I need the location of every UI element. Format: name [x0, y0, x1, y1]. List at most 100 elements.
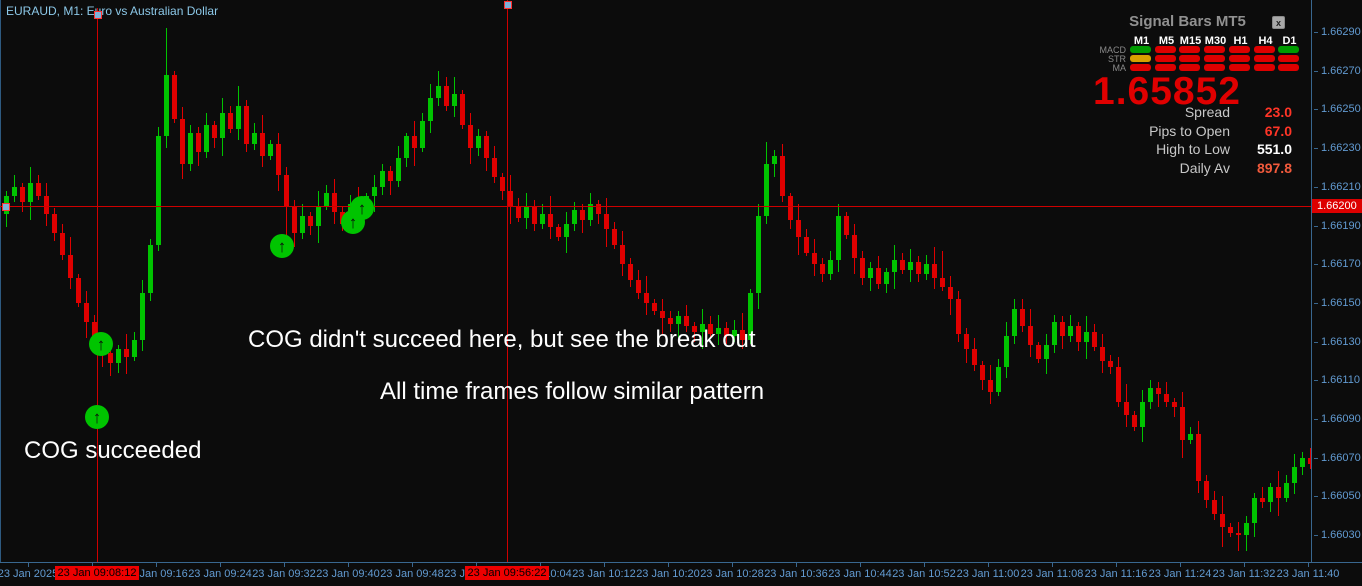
timeframe-header-d1: D1	[1282, 35, 1297, 47]
vertical-line-handle-1[interactable]	[94, 11, 102, 19]
annotation-cog-didnt-succeed[interactable]: COG didn't succeed here, but see the bre…	[248, 326, 756, 353]
time-axis-tick	[860, 563, 861, 567]
candle-wick	[1238, 522, 1239, 551]
horizontal-line-handle[interactable]	[2, 203, 10, 211]
time-axis-tick	[732, 563, 733, 567]
candle	[292, 206, 297, 233]
price-axis-tick	[1314, 535, 1318, 536]
candle	[524, 206, 529, 218]
candle	[1076, 326, 1081, 342]
price-axis-label: 1.66130	[1321, 336, 1361, 348]
candle	[1124, 402, 1129, 415]
candle	[748, 293, 753, 340]
signal-panel-close-icon[interactable]: x	[1272, 16, 1285, 29]
time-axis-label: 23 Jan 09:24	[188, 568, 252, 580]
candle	[644, 293, 649, 303]
candle	[692, 326, 697, 332]
time-axis-label: 23 Jan 2025	[0, 568, 59, 580]
price-axis[interactable]: 1.66290 1.66270 1.66250 1.66230 1.66210 1.661…	[1311, 0, 1362, 562]
candle	[628, 264, 633, 280]
candle	[1156, 388, 1161, 394]
price-axis-tick	[1314, 342, 1318, 343]
candle	[908, 262, 913, 270]
candle	[668, 318, 673, 324]
candle	[84, 303, 89, 322]
signal-bar-ma-h4	[1254, 64, 1275, 71]
signal-panel-title: Signal Bars MT5	[1129, 13, 1246, 30]
candle	[764, 164, 769, 216]
candle	[428, 98, 433, 121]
price-axis-label: 1.66110	[1321, 374, 1360, 386]
candle	[204, 125, 209, 152]
time-axis-tick	[220, 563, 221, 567]
signal-row-label-macd: MACD	[1099, 45, 1127, 55]
vertical-line-2[interactable]	[507, 0, 508, 562]
cog-buy-arrow-icon[interactable]: ↑	[85, 405, 109, 429]
candle	[1116, 367, 1121, 402]
signal-bar-ma-h1	[1229, 64, 1250, 71]
price-axis-label: 1.66230	[1321, 142, 1361, 154]
candle	[468, 125, 473, 148]
candle	[20, 187, 25, 202]
signal-bar-str-m15	[1179, 55, 1200, 62]
candle	[156, 136, 161, 245]
candle	[308, 216, 313, 226]
candle	[852, 235, 857, 258]
candle	[116, 349, 121, 363]
signal-bar-ma-m5	[1155, 64, 1176, 71]
price-axis-label: 1.66170	[1321, 258, 1361, 270]
candle	[964, 334, 969, 349]
vertical-line-handle-2[interactable]	[504, 1, 512, 9]
candle	[108, 353, 113, 363]
signal-bar-ma-m30	[1204, 64, 1225, 71]
timeframe-header-m30: M30	[1204, 35, 1227, 47]
candle	[1132, 415, 1137, 427]
candle	[1220, 514, 1225, 527]
candle	[868, 268, 873, 278]
candle	[596, 204, 601, 214]
horizontal-price-line[interactable]	[0, 206, 1311, 207]
candle	[1148, 388, 1153, 402]
candle	[788, 196, 793, 220]
candle	[436, 86, 441, 98]
signal-bar-macd-m1	[1130, 46, 1151, 53]
time-axis-tick	[284, 563, 285, 567]
timeframe-header-m5: M5	[1158, 35, 1175, 47]
annotation-all-timeframes[interactable]: All time frames follow similar pattern	[380, 378, 765, 405]
vertical-line-1[interactable]	[97, 8, 98, 562]
candle	[276, 144, 281, 175]
candle	[1188, 434, 1193, 440]
price-axis-tick	[1314, 264, 1318, 265]
time-axis-label: 23 Jan 10:20	[636, 568, 700, 580]
signal-row-label-ma: MA	[1112, 63, 1127, 73]
candle	[884, 272, 889, 284]
cog-buy-arrow-icon[interactable]: ↑	[270, 234, 294, 258]
candle	[772, 156, 777, 164]
stat-label: High to Low	[1156, 141, 1230, 157]
signal-bar-macd-m15	[1179, 46, 1200, 53]
cog-buy-arrow-icon[interactable]: ↑	[350, 196, 374, 220]
stat-label: Spread	[1184, 104, 1230, 120]
candle-wick	[1158, 382, 1159, 407]
candle	[580, 210, 585, 220]
candle	[284, 175, 289, 206]
time-axis-label: 23 Jan 11:00	[956, 568, 1020, 580]
annotation-cog-succeeded[interactable]: COG succeeded	[24, 437, 202, 464]
candle	[636, 280, 641, 293]
candle	[1300, 458, 1305, 467]
price-axis-tick	[1314, 109, 1318, 110]
crosshair-time-label-2: 23 Jan 09:56:22	[465, 566, 549, 580]
signal-bar-str-m5	[1155, 55, 1176, 62]
candle	[844, 216, 849, 235]
candle	[396, 158, 401, 181]
current-price-label: 1.66200	[1312, 199, 1362, 213]
candle	[1068, 326, 1073, 336]
time-axis-tick	[28, 563, 29, 567]
time-axis-label: 23 Jan 11:24	[1148, 568, 1212, 580]
cog-buy-arrow-icon[interactable]: ↑	[89, 332, 113, 356]
candle	[1204, 481, 1209, 500]
signal-bar-macd-m5	[1155, 46, 1176, 53]
candle	[1100, 347, 1105, 361]
candle	[420, 121, 425, 148]
